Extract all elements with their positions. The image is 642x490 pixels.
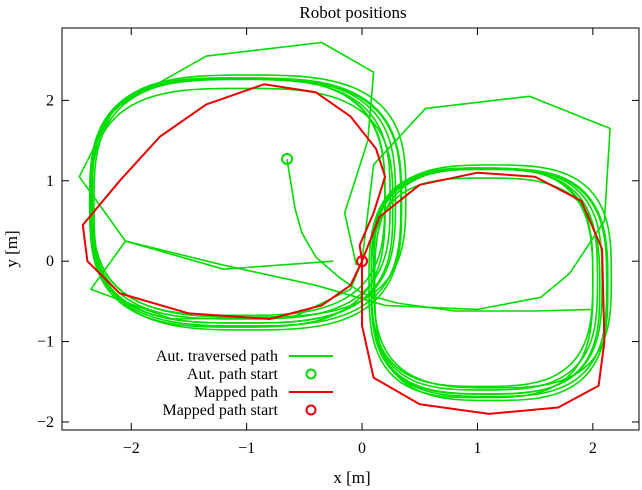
y-tick-label: −1: [37, 334, 54, 351]
traversed-path-lap-left-1: [90, 78, 391, 320]
plot-frame: [61, 27, 640, 431]
traversed-path-lap-right-2: [370, 168, 608, 398]
legend-label: Aut. path start: [187, 366, 279, 383]
traversed-path-lap-left-3: [91, 77, 386, 317]
traversed-path-lap-right-7: [368, 167, 594, 399]
y-tick-label: 1: [46, 173, 54, 190]
traversed-path-lap-left-6: [91, 74, 407, 318]
traversed-path-lead-in: [286, 158, 593, 312]
chart-title: Robot positions: [299, 3, 406, 22]
traversed-path-outer-0: [78, 41, 375, 270]
series-layer: [78, 41, 613, 415]
x-axis-label: x [m]: [333, 468, 370, 487]
axis-ticks: −2 −1 0 1 2 −2 −1 0 1 2: [37, 28, 639, 457]
y-tick-label: −2: [37, 414, 54, 431]
traversed-path-outer-1: [90, 95, 611, 320]
legend-label: Mapped path start: [162, 402, 278, 419]
traversed-path-lap-right-1: [370, 168, 599, 391]
y-tick-label: 2: [46, 92, 54, 109]
y-tick-label: 0: [46, 253, 54, 270]
x-tick-label: −2: [123, 440, 140, 457]
mapped-path-start-marker: [356, 255, 369, 268]
mapped-path-line: [81, 83, 606, 415]
x-tick-label: 2: [589, 440, 597, 457]
traversed-path-lap-right-3: [370, 167, 594, 388]
legend-marker-3: [305, 404, 317, 416]
legend-marker-1: [305, 368, 317, 380]
legend-label: Aut. traversed path: [156, 348, 278, 365]
y-axis-label: y [m]: [2, 230, 21, 267]
traversed-path-lap-left-4: [93, 77, 403, 331]
traversed-path-lap-left-7: [88, 77, 386, 328]
traversed-path-lap-right-5: [370, 177, 601, 395]
x-tick-label: 0: [358, 440, 366, 457]
legend-label: Mapped path: [194, 384, 278, 401]
aut-path-start-marker: [281, 153, 294, 166]
x-tick-label: 1: [473, 440, 481, 457]
traversed-path-lap-right-4: [373, 167, 609, 402]
x-tick-label: −1: [238, 440, 255, 457]
